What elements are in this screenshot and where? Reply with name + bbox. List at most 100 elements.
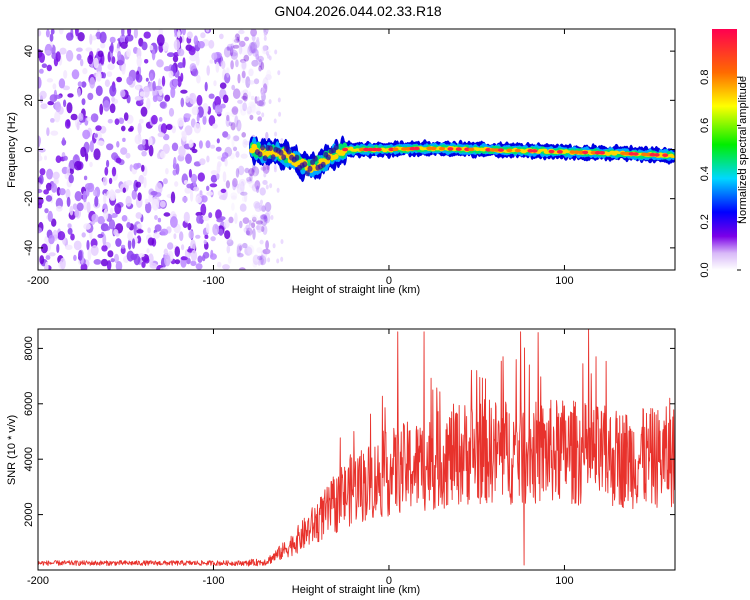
snr-series <box>38 329 675 567</box>
spectrogram-noise-blob <box>89 161 93 168</box>
spectrogram-noise-blob <box>137 122 142 135</box>
spectrogram-noise-blob <box>211 52 218 61</box>
spectrogram-noise-blob <box>141 150 147 157</box>
spectrogram-noise <box>38 29 284 270</box>
spectrogram-noise-blob <box>246 106 252 115</box>
spectrogram-noise-blob <box>260 214 268 220</box>
spectrogram-noise-blob <box>173 233 177 240</box>
spectrogram-noise-blob <box>109 85 117 97</box>
spectrogram-noise-blob <box>144 257 150 264</box>
spectrogram-noise-blob <box>71 69 80 80</box>
spectrogram-noise-blob <box>184 187 192 194</box>
spectrogram-noise-blob <box>278 111 282 117</box>
spectrogram-noise-blob <box>252 260 258 268</box>
spectrogram-noise-blob <box>236 183 242 194</box>
spectrogram-noise-blob <box>210 236 216 242</box>
spectrogram-noise-blob <box>225 117 231 127</box>
spectrogram-noise-blob <box>259 187 266 196</box>
spectrogram-ridge-blob <box>262 155 268 162</box>
spectrogram-noise-blob <box>258 99 266 107</box>
spectrogram-noise-blob <box>193 35 198 46</box>
colorbar-tick-label: 0.6 <box>699 118 711 133</box>
spectrogram-noise-blob <box>64 119 71 129</box>
spectrogram-noise-blob <box>38 227 42 234</box>
spectrogram-noise-blob <box>224 230 231 240</box>
spectrogram-noise-blob <box>52 171 60 180</box>
spectrogram-noise-blob <box>84 183 93 190</box>
spectrogram-noise-blob <box>231 84 236 91</box>
snr-y-tick-label: 2000 <box>23 502 35 526</box>
spectrogram-noise-blob <box>258 255 267 266</box>
snr-y-tick-label: 6000 <box>23 392 35 416</box>
spectrogram-noise-blob <box>216 138 220 144</box>
spectrogram-noise-blob <box>94 133 98 138</box>
spectrogram-noise-blob <box>273 164 277 170</box>
spectrogram-noise-blob <box>97 50 104 58</box>
spectrogram-noise-blob <box>46 127 50 137</box>
spectrogram-noise-blob <box>68 174 74 184</box>
spectrogram-noise-blob <box>76 47 83 52</box>
spectrogram-noise-blob <box>234 115 239 128</box>
colorbar-tick-label: 0.4 <box>699 166 711 181</box>
spectrogram-noise-blob <box>38 188 43 194</box>
spectrogram-noise-blob <box>265 184 269 190</box>
spectrogram-ridge-blob <box>278 149 284 156</box>
spectrogram-noise-blob <box>188 168 192 178</box>
spectrogram-noise-blob <box>86 239 90 251</box>
spectrogram-noise-blob <box>257 55 264 63</box>
spectrogram-noise-blob <box>190 260 197 267</box>
spectrogram-noise-blob <box>249 102 256 113</box>
spectrogram-ridge-core <box>493 148 500 152</box>
spectrogram-noise-blob <box>243 227 248 233</box>
spectrogram-ridge-blob <box>320 161 326 168</box>
spectrogram-noise-blob <box>183 180 188 185</box>
spectrogram-noise-blob <box>214 96 222 107</box>
spectrogram-noise-blob <box>70 233 75 241</box>
spectrogram-noise-blob <box>159 101 166 109</box>
spectrogram-noise-blob <box>262 77 269 90</box>
spectrogram-noise-blob <box>110 42 114 54</box>
spectrogram-noise-blob <box>208 212 213 219</box>
spectrogram-noise-blob <box>51 218 57 227</box>
spectrogram-noise-blob <box>276 187 280 193</box>
spectrogram-noise-blob <box>136 223 143 229</box>
spectrogram-noise-blob <box>141 41 148 51</box>
spectrogram-noise-blob <box>260 61 265 71</box>
spectrogram-noise-blob <box>234 33 240 41</box>
spectrogram-noise-blob <box>232 180 237 191</box>
spectrogram-noise-blob <box>235 36 240 42</box>
spectrogram-noise-blob <box>48 234 55 245</box>
spectrogram-noise-blob <box>229 152 235 160</box>
spectrogram-noise-blob <box>262 216 268 222</box>
spectrogram-noise-blob <box>95 85 103 97</box>
spectrogram-noise-blob <box>248 225 253 237</box>
spectrogram-noise-blob <box>210 249 214 258</box>
spectrogram-noise-blob <box>104 79 110 87</box>
spectrogram-noise-blob <box>89 77 96 89</box>
spectrogram-noise-blob <box>45 195 53 202</box>
spectrogram-y-ticks: -40 -20 0 20 40 <box>23 45 675 256</box>
spectrogram-noise-blob <box>237 73 241 84</box>
spectrogram-noise-blob <box>163 212 171 217</box>
snr-panel: -200 -100 0 100 2000 4000 6000 8000 Height of … <box>6 328 676 596</box>
spectrogram-noise-blob <box>257 255 263 261</box>
spectrogram-noise-blob <box>73 254 77 261</box>
spectrogram-noise-blob <box>163 248 168 256</box>
spectrogram-noise-blob <box>257 216 265 225</box>
spectrogram-noise-blob <box>127 239 132 250</box>
spectrogram-noise-blob <box>93 259 102 265</box>
spectrogram-noise-blob <box>38 148 46 153</box>
spectrogram-noise-blob <box>123 112 129 121</box>
spectrogram-noise-blob <box>160 228 169 236</box>
spectrogram-noise-blob <box>152 80 156 92</box>
spectrogram-noise-blob <box>230 60 234 70</box>
spectrogram-noise-blob <box>180 89 188 94</box>
spectrogram-noise-blob <box>199 158 206 166</box>
spectrogram-noise-blob <box>232 178 238 188</box>
spectrogram-noise-blob <box>246 227 253 236</box>
spectrogram-ridge-blob <box>334 153 339 159</box>
spectrogram-noise-blob <box>66 32 74 41</box>
spectrogram-noise-blob <box>195 234 201 239</box>
spectrogram-noise-blob <box>219 216 226 221</box>
spectrogram-noise-blob <box>256 100 264 107</box>
